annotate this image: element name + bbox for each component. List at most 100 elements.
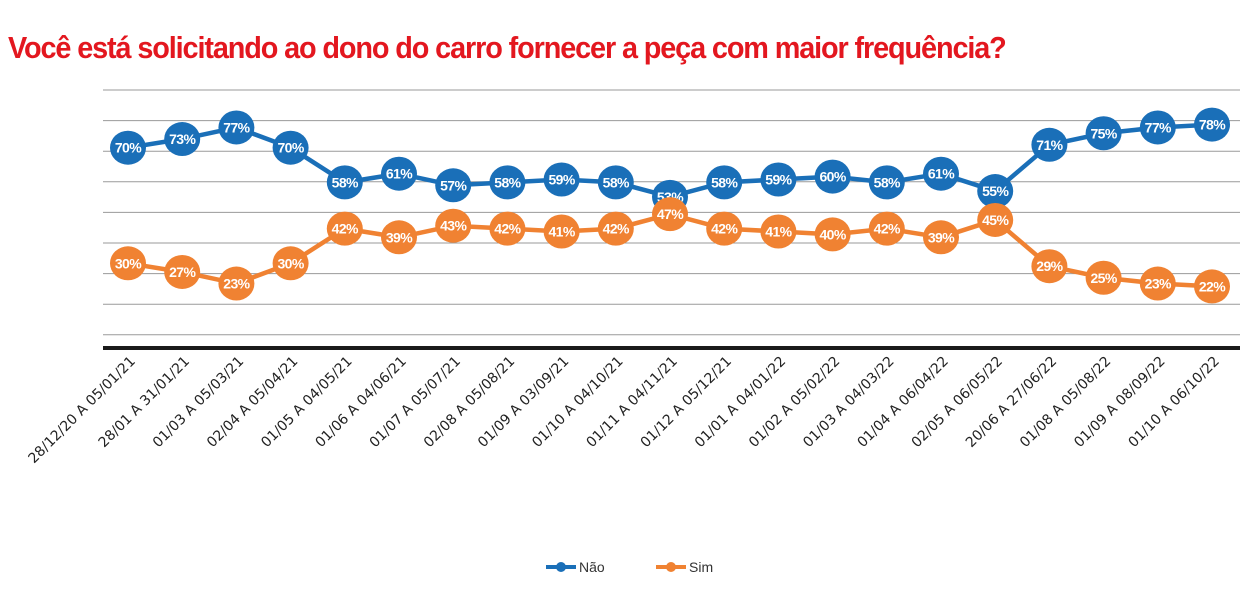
data-label: 60% — [819, 169, 846, 185]
data-label: 71% — [1036, 137, 1063, 153]
x-tick-label: 01/09 A 08/09/22 — [1071, 354, 1168, 451]
data-point — [1031, 249, 1068, 284]
data-point — [923, 156, 959, 191]
data-point — [652, 197, 688, 232]
data-point — [1031, 127, 1068, 162]
x-tick-label: 01/11 A 04/11/21 — [583, 354, 680, 451]
data-label: 23% — [1145, 276, 1172, 292]
data-label: 55% — [982, 183, 1009, 199]
data-label: 77% — [223, 119, 250, 135]
data-point — [326, 165, 363, 200]
data-point — [597, 211, 634, 246]
data-label: 70% — [115, 140, 142, 156]
data-point — [489, 165, 526, 200]
data-label: 23% — [223, 276, 250, 292]
data-point — [814, 159, 851, 194]
data-label: 61% — [928, 166, 955, 182]
data-point — [1085, 116, 1122, 151]
data-label: 58% — [711, 174, 738, 190]
x-tick-label: 28/01 A 31/01/21 — [96, 354, 193, 451]
data-label: 30% — [115, 255, 142, 271]
data-point — [814, 217, 851, 252]
x-tick-label: 02/04 A 05/04/21 — [204, 354, 301, 451]
legend-marker — [666, 562, 676, 572]
data-label: 29% — [1036, 258, 1063, 274]
data-point — [435, 208, 472, 243]
data-point — [543, 214, 580, 249]
x-tick-label: 01/05 A 04/05/21 — [258, 354, 355, 451]
legend-marker — [556, 562, 566, 572]
data-label: 77% — [1145, 119, 1172, 135]
data-point — [272, 130, 309, 165]
data-point — [760, 162, 797, 197]
x-tick-label: 02/08 A 05/08/21 — [421, 354, 518, 451]
data-label: 58% — [332, 174, 359, 190]
data-point — [760, 214, 797, 249]
legend-label: Sim — [689, 559, 713, 575]
data-label: 22% — [1199, 278, 1226, 294]
x-tick-label: 01/12 A 05/12/21 — [638, 354, 735, 451]
data-label: 39% — [386, 229, 413, 245]
data-label: 58% — [494, 174, 521, 190]
data-label: 58% — [874, 174, 901, 190]
data-point — [868, 211, 905, 246]
data-point — [706, 165, 743, 200]
data-label: 75% — [1090, 125, 1117, 141]
data-point — [381, 156, 417, 191]
data-label: 42% — [874, 221, 901, 237]
data-label: 27% — [169, 264, 196, 280]
data-label: 45% — [982, 212, 1009, 228]
x-tick-label: 20/06 A 27/06/22 — [963, 354, 1060, 451]
data-point — [977, 174, 1014, 209]
data-label: 43% — [440, 218, 467, 234]
data-point — [381, 220, 417, 255]
data-label: 58% — [603, 174, 630, 190]
data-label: 42% — [332, 221, 359, 237]
data-label: 30% — [277, 255, 304, 271]
data-label: 41% — [765, 224, 792, 240]
x-tick-label: 01/06 A 04/06/21 — [312, 354, 409, 451]
data-point — [272, 246, 309, 281]
data-label: 61% — [386, 166, 413, 182]
x-tick-label: 01/02 A 05/02/22 — [746, 354, 843, 451]
data-label: 39% — [928, 229, 955, 245]
data-point — [110, 130, 146, 165]
data-point — [164, 122, 201, 157]
data-label: 78% — [1199, 117, 1226, 133]
data-point — [977, 202, 1014, 237]
data-label: 25% — [1090, 270, 1117, 286]
x-tick-label: 01/09 A 03/09/21 — [475, 354, 572, 451]
data-point — [1139, 110, 1176, 145]
x-tick-label: 01/04 A 06/04/22 — [854, 354, 951, 451]
data-point — [1085, 260, 1122, 295]
data-point — [706, 211, 743, 246]
data-point — [868, 165, 905, 200]
data-point — [164, 254, 201, 289]
data-point — [1139, 266, 1176, 301]
data-label: 42% — [711, 221, 738, 237]
x-tick-label: 01/07 A 05/07/21 — [367, 354, 464, 451]
data-point — [435, 168, 472, 203]
x-tick-label: 01/01 A 04/01/22 — [692, 354, 789, 451]
data-point — [923, 220, 959, 255]
x-tick-label: 01/10 A 06/10/22 — [1125, 354, 1222, 451]
x-tick-label: 28/12/20 A 05/01/21 — [26, 354, 139, 467]
x-tick-label: 01/03 A 04/03/22 — [800, 354, 897, 451]
data-label: 73% — [169, 131, 196, 147]
data-label: 59% — [765, 171, 792, 187]
x-tick-label: 01/03 A 05/03/21 — [150, 354, 247, 451]
data-label: 47% — [657, 206, 684, 222]
data-point — [1194, 107, 1230, 142]
data-label: 57% — [440, 177, 467, 193]
data-label: 40% — [819, 226, 846, 242]
legend-label: Não — [579, 559, 605, 575]
data-label: 42% — [603, 221, 630, 237]
data-point — [110, 246, 146, 281]
data-label: 70% — [277, 140, 304, 156]
data-point — [218, 110, 255, 145]
chart-title: Você está solicitando ao dono do carro f… — [8, 30, 1007, 65]
data-label: 42% — [494, 221, 521, 237]
data-point — [543, 162, 580, 197]
x-tick-label: 01/10 A 04/10/21 — [529, 354, 626, 451]
